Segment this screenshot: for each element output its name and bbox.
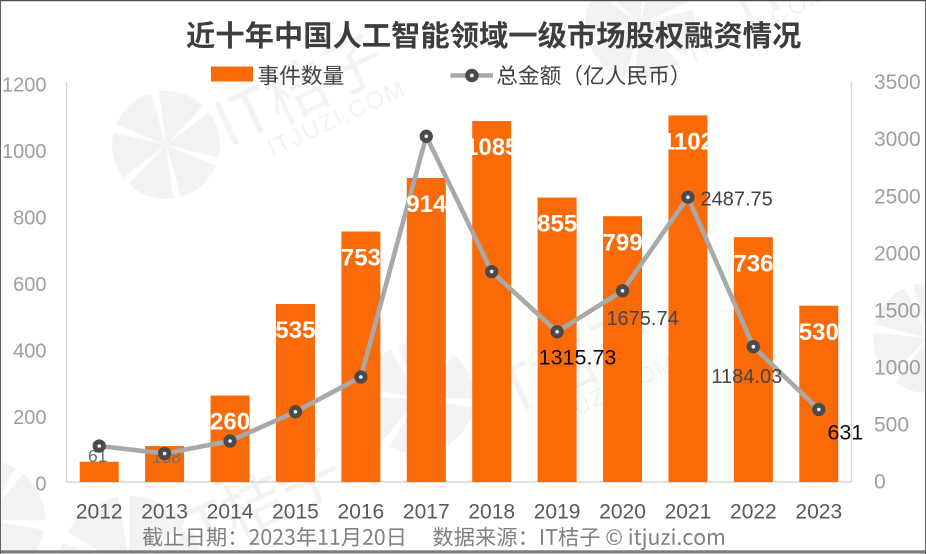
svg-text:2015: 2015 bbox=[272, 500, 319, 523]
svg-text:3000: 3000 bbox=[874, 128, 921, 151]
svg-text:2020: 2020 bbox=[599, 500, 646, 523]
svg-text:600: 600 bbox=[13, 274, 46, 296]
svg-text:799: 799 bbox=[603, 229, 643, 256]
svg-text:1000: 1000 bbox=[874, 356, 921, 379]
svg-text:914: 914 bbox=[406, 191, 447, 218]
svg-text:535: 535 bbox=[275, 317, 315, 344]
svg-text:1675.74: 1675.74 bbox=[606, 308, 678, 330]
svg-text:2013: 2013 bbox=[141, 500, 188, 523]
svg-text:2022: 2022 bbox=[730, 500, 777, 523]
svg-text:1200: 1200 bbox=[2, 74, 47, 96]
svg-text:400: 400 bbox=[13, 340, 46, 362]
svg-text:2016: 2016 bbox=[338, 500, 385, 523]
svg-text:855: 855 bbox=[537, 211, 577, 238]
svg-text:530: 530 bbox=[799, 319, 839, 346]
svg-text:2018: 2018 bbox=[468, 500, 515, 523]
svg-text:1184.03: 1184.03 bbox=[711, 366, 782, 388]
svg-text:1500: 1500 bbox=[874, 299, 921, 322]
svg-text:1102: 1102 bbox=[662, 129, 714, 156]
svg-text:1085: 1085 bbox=[465, 134, 518, 161]
svg-text:753: 753 bbox=[341, 245, 381, 272]
svg-text:631: 631 bbox=[827, 420, 863, 444]
svg-text:2021: 2021 bbox=[665, 500, 712, 523]
svg-text:0: 0 bbox=[874, 470, 886, 493]
svg-text:0: 0 bbox=[35, 474, 46, 496]
svg-text:2500: 2500 bbox=[874, 185, 921, 208]
svg-text:3500: 3500 bbox=[874, 71, 921, 94]
svg-text:2487.75: 2487.75 bbox=[701, 189, 773, 211]
svg-text:2012: 2012 bbox=[76, 500, 123, 523]
svg-text:500: 500 bbox=[874, 413, 909, 436]
svg-text:2000: 2000 bbox=[874, 242, 921, 265]
svg-text:2019: 2019 bbox=[534, 500, 581, 523]
svg-text:1315.73: 1315.73 bbox=[539, 346, 617, 370]
svg-text:1000: 1000 bbox=[2, 141, 47, 163]
svg-text:2023: 2023 bbox=[795, 500, 842, 523]
svg-text:736: 736 bbox=[733, 250, 773, 277]
svg-text:260: 260 bbox=[210, 409, 250, 436]
svg-text:800: 800 bbox=[13, 207, 46, 229]
svg-text:200: 200 bbox=[13, 407, 46, 429]
svg-text:2014: 2014 bbox=[207, 500, 254, 523]
svg-text:2017: 2017 bbox=[403, 500, 450, 523]
